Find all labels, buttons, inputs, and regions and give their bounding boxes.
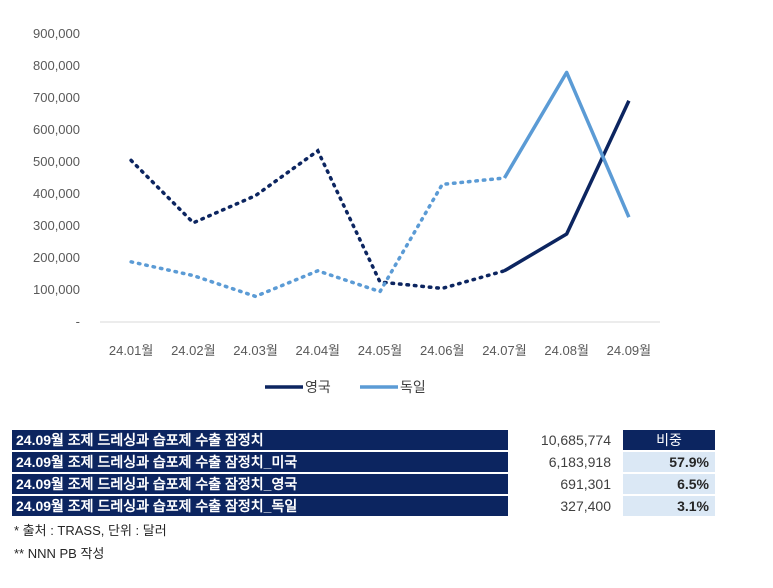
row-value-uk: 691,301 bbox=[560, 476, 611, 492]
x-tick-label: 24.03월 bbox=[233, 343, 278, 358]
series-line-solid-0 bbox=[503, 100, 631, 273]
chart-series bbox=[129, 70, 631, 299]
series-line-dotted-1 bbox=[129, 176, 507, 299]
row-label-uk: 24.09월 조제 드레싱과 습포제 수출 잠정치_영국 bbox=[12, 474, 508, 494]
y-tick-label: 100,000 bbox=[33, 282, 80, 297]
author-note: ** NNN PB 작성 bbox=[14, 546, 105, 561]
y-tick-label: 300,000 bbox=[33, 218, 80, 233]
share-header: 비중 bbox=[623, 430, 715, 450]
chart-axes: - 100,000 200,000 300,000 400,000 500,000 600,… bbox=[33, 26, 660, 358]
x-tick-label: 24.01월 bbox=[109, 343, 154, 358]
export-summary-table: 24.09월 조제 드레싱과 습포제 수출 잠정치 10,685,774 비중 … bbox=[12, 430, 715, 518]
table-row: 24.09월 조제 드레싱과 습포제 수출 잠정치_미국 6,183,918 5… bbox=[12, 452, 715, 472]
x-tick-label: 24.07월 bbox=[482, 343, 527, 358]
x-tick-label: 24.05월 bbox=[358, 343, 403, 358]
y-tick-label: 500,000 bbox=[33, 154, 80, 169]
y-tick-label: 700,000 bbox=[33, 90, 80, 105]
table-row: 24.09월 조제 드레싱과 습포제 수출 잠정치_독일 327,400 3.1… bbox=[12, 496, 715, 516]
y-tick-label: - bbox=[76, 314, 80, 329]
source-note: * 출처 : TRASS, 단위 : 달러 bbox=[14, 523, 167, 538]
series-line-dotted-0 bbox=[129, 148, 507, 291]
row-value-germany: 327,400 bbox=[560, 498, 611, 514]
x-tick-label: 24.09월 bbox=[607, 343, 652, 358]
row-label-total: 24.09월 조제 드레싱과 습포제 수출 잠정치 bbox=[12, 430, 508, 450]
y-tick-label: 200,000 bbox=[33, 250, 80, 265]
row-label-usa: 24.09월 조제 드레싱과 습포제 수출 잠정치_미국 bbox=[12, 452, 508, 472]
row-share-germany: 3.1% bbox=[623, 496, 715, 516]
y-tick-label: 900,000 bbox=[33, 26, 80, 41]
y-tick-label: 400,000 bbox=[33, 186, 80, 201]
row-share-usa: 57.9% bbox=[623, 452, 715, 472]
row-label-germany: 24.09월 조제 드레싱과 습포제 수출 잠정치_독일 bbox=[12, 496, 508, 516]
series-line-solid-1 bbox=[502, 70, 631, 218]
table-row: 24.09월 조제 드레싱과 습포제 수출 잠정치 10,685,774 비중 bbox=[12, 430, 715, 450]
line-chart: - 100,000 200,000 300,000 400,000 500,000 600,… bbox=[33, 26, 660, 395]
x-tick-label: 24.08월 bbox=[544, 343, 589, 358]
row-value-usa: 6,183,918 bbox=[548, 454, 611, 470]
table-row: 24.09월 조제 드레싱과 습포제 수출 잠정치_영국 691,301 6.5… bbox=[12, 474, 715, 494]
row-share-uk: 6.5% bbox=[623, 474, 715, 494]
x-tick-label: 24.06월 bbox=[420, 343, 465, 358]
x-tick-label: 24.04월 bbox=[296, 343, 341, 358]
legend-label: 영국 bbox=[305, 379, 331, 395]
y-tick-label: 800,000 bbox=[33, 58, 80, 73]
chart-legend: 영국 독일 bbox=[265, 379, 426, 395]
row-value-total: 10,685,774 bbox=[540, 432, 611, 448]
y-tick-label: 600,000 bbox=[33, 122, 80, 137]
x-tick-label: 24.02월 bbox=[171, 343, 216, 358]
legend-label: 독일 bbox=[400, 379, 426, 395]
